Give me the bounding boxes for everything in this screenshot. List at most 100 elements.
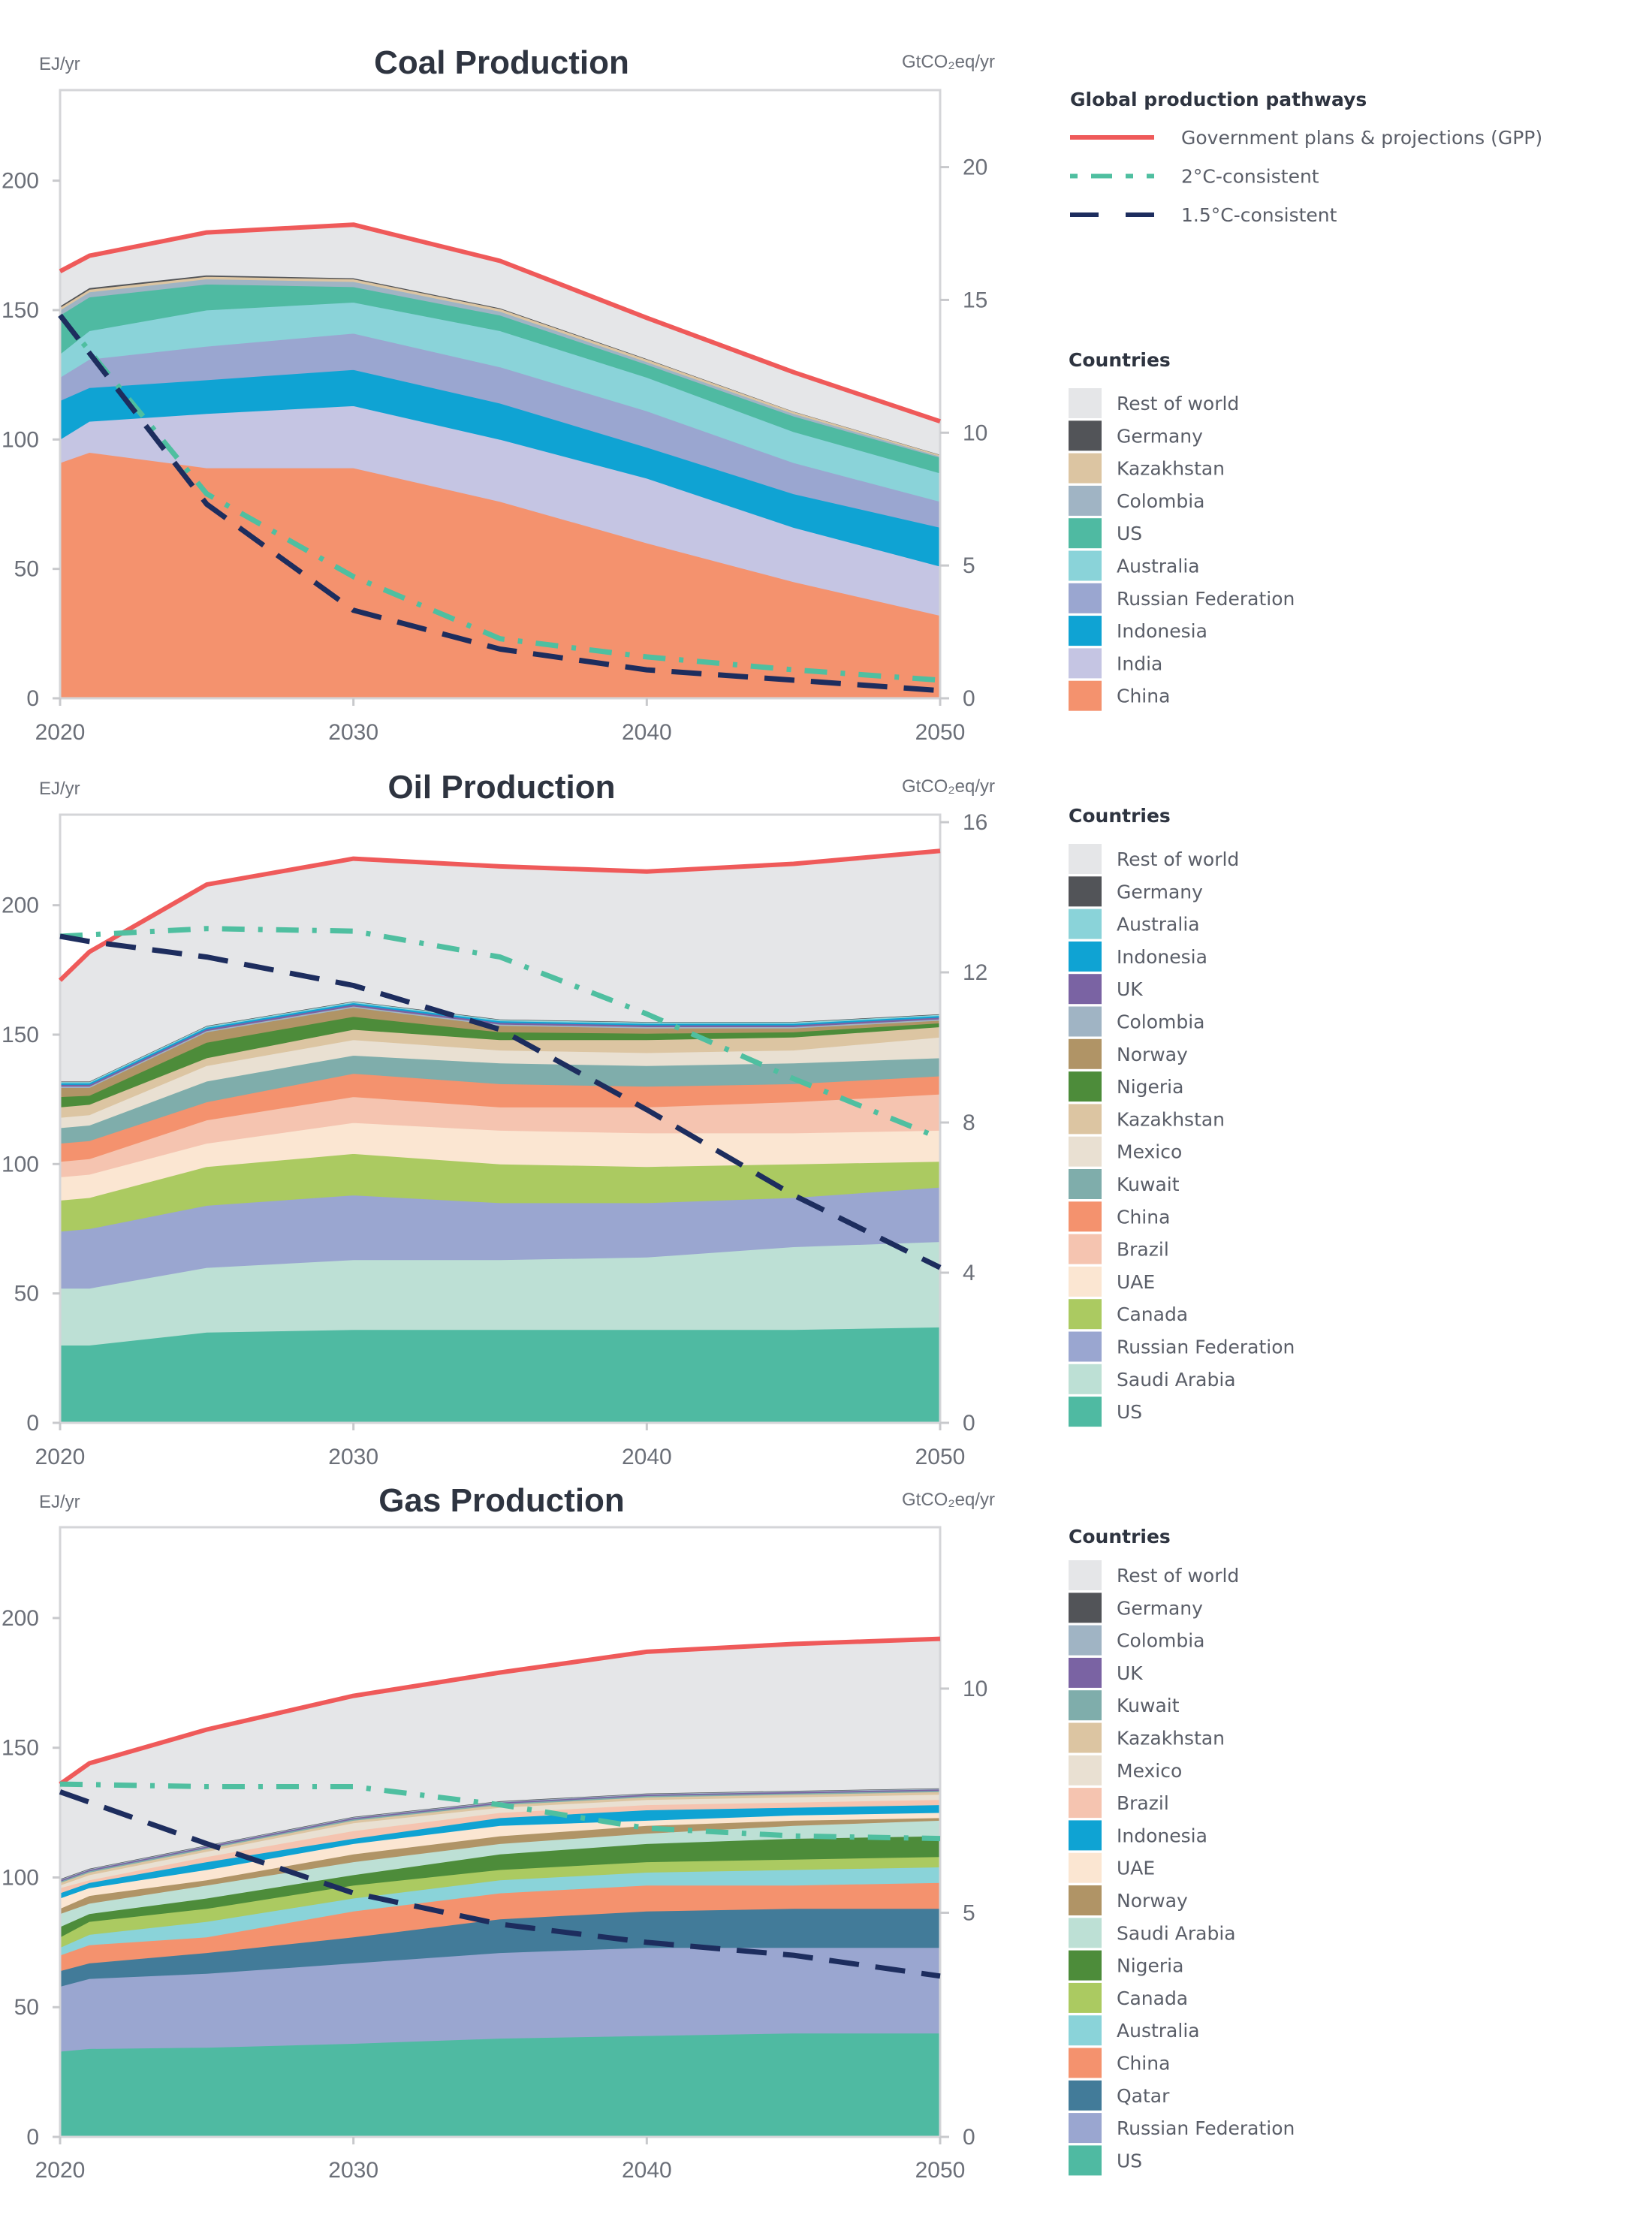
legend-swatch bbox=[1069, 1201, 1102, 1232]
y-right-tick-label: 0 bbox=[963, 686, 975, 711]
y-axis-label-left: EJ/yr bbox=[39, 1492, 80, 1512]
legend-label: Colombia bbox=[1117, 1011, 1204, 1033]
legend-swatch bbox=[1069, 485, 1102, 516]
legend-swatch bbox=[1069, 1136, 1102, 1167]
y-tick-label: 50 bbox=[14, 1282, 39, 1306]
legend-item-government-plans-projections-gpp: Government plans & projections (GPP) bbox=[1070, 127, 1542, 149]
legend-item-russian-federation: Russian Federation bbox=[1069, 583, 1295, 613]
legend-label: Australia bbox=[1117, 556, 1200, 577]
legend-label: Brazil bbox=[1117, 1792, 1169, 1814]
chart-title: Oil Production bbox=[387, 769, 615, 806]
legend-label: Government plans & projections (GPP) bbox=[1181, 127, 1542, 149]
legend-label: Brazil bbox=[1117, 1239, 1169, 1261]
legend-label: Colombia bbox=[1117, 490, 1204, 512]
legend-title: Countries bbox=[1069, 349, 1171, 371]
legend-swatch bbox=[1069, 1560, 1102, 1590]
legend-item-indonesia: Indonesia bbox=[1069, 1820, 1207, 1851]
legend-item-australia: Australia bbox=[1069, 909, 1200, 939]
y-tick-label: 0 bbox=[26, 2125, 39, 2150]
legend-label: Nigeria bbox=[1117, 1076, 1183, 1098]
legend-swatch bbox=[1069, 453, 1102, 484]
coal-production-countries-legend: Countries Rest of world Germany Kazakhstan C… bbox=[1069, 349, 1295, 711]
legend-swatch bbox=[1069, 1657, 1102, 1688]
legend-item-kazakhstan: Kazakhstan bbox=[1069, 1104, 1225, 1135]
y-right-tick-label: 16 bbox=[963, 810, 987, 835]
x-tick-label: 2040 bbox=[622, 2158, 672, 2183]
y-right-tick-label: 20 bbox=[963, 155, 987, 180]
legend-item-rest-of-world: Rest of world bbox=[1069, 1560, 1239, 1590]
legend-item-saudi-arabia: Saudi Arabia bbox=[1069, 1918, 1236, 1948]
y-tick-label: 50 bbox=[14, 1995, 39, 2020]
y-axis-label-right: GtCO₂eq/yr bbox=[902, 776, 995, 797]
legend-item-norway: Norway bbox=[1069, 1885, 1188, 1915]
legend-item-china: China bbox=[1069, 680, 1170, 711]
y-axis-label-left: EJ/yr bbox=[39, 779, 80, 799]
legend-swatch bbox=[1069, 1234, 1102, 1264]
legend-label: US bbox=[1117, 1401, 1142, 1423]
legend-swatch bbox=[1069, 1169, 1102, 1199]
x-tick-label: 2030 bbox=[328, 720, 378, 745]
legend-swatch bbox=[1069, 1950, 1102, 1981]
line-1-5-c-consistent bbox=[58, 313, 941, 694]
legend-item-russian-federation: Russian Federation bbox=[1069, 2113, 1295, 2144]
legend-item-germany: Germany bbox=[1069, 1593, 1203, 1623]
legend-item-mexico: Mexico bbox=[1069, 1136, 1182, 1167]
line-2-c-consistent bbox=[59, 926, 942, 1141]
line-government-plans-projections-gpp bbox=[59, 222, 941, 424]
legend-swatch bbox=[1069, 1331, 1102, 1362]
legend-swatch bbox=[1069, 1722, 1102, 1753]
legend-item-uae: UAE bbox=[1069, 1266, 1155, 1297]
legend-swatch bbox=[1069, 2048, 1102, 2078]
legend-item-kuwait: Kuwait bbox=[1069, 1690, 1180, 1721]
legend-item-uk: UK bbox=[1069, 974, 1143, 1005]
legend-item-2-c-consistent: 2°C-consistent bbox=[1070, 166, 1319, 188]
legend-label: Germany bbox=[1117, 1597, 1203, 1619]
legend-label: Russian Federation bbox=[1117, 1337, 1295, 1358]
y-right-tick-label: 5 bbox=[963, 1900, 975, 1925]
legend-swatch bbox=[1069, 420, 1102, 451]
x-tick-label: 2050 bbox=[915, 2158, 966, 2183]
y-right-tick-label: 10 bbox=[963, 420, 987, 445]
legend-label: Nigeria bbox=[1117, 1955, 1183, 1977]
legend-label: Qatar bbox=[1117, 2085, 1170, 2107]
legend-swatch bbox=[1069, 1625, 1102, 1656]
legend-item-rest-of-world: Rest of world bbox=[1069, 844, 1239, 874]
y-tick-label: 0 bbox=[26, 1411, 39, 1436]
line-1-5-c-consistent bbox=[59, 933, 942, 1270]
legend-item-china: China bbox=[1069, 1201, 1170, 1232]
y-axis-label-left: EJ/yr bbox=[39, 54, 80, 74]
legend-label: US bbox=[1117, 2150, 1142, 2171]
legend-swatch bbox=[1069, 1006, 1102, 1037]
gas-production-countries-legend: Countries Rest of world Germany Colombia UK K… bbox=[1069, 1526, 1295, 2176]
x-tick-label: 2020 bbox=[35, 1445, 86, 1469]
legend-label: India bbox=[1117, 652, 1162, 674]
legend-label: Germany bbox=[1117, 881, 1203, 903]
legend-label: China bbox=[1117, 1206, 1170, 1228]
legend-swatch bbox=[1069, 1852, 1102, 1883]
legend-swatch bbox=[1069, 1397, 1102, 1427]
legend-swatch bbox=[1069, 941, 1102, 972]
legend-item-qatar: Qatar bbox=[1069, 2080, 1170, 2111]
pathways-legend: Global production pathways Government pla… bbox=[1070, 89, 1542, 226]
legend-label: Mexico bbox=[1117, 1141, 1182, 1163]
legend-item-india: India bbox=[1069, 648, 1162, 679]
x-tick-label: 2040 bbox=[622, 1445, 672, 1469]
legend-item-canada: Canada bbox=[1069, 1982, 1188, 2013]
gas-production-chart: Gas Production EJ/yr GtCO₂eq/yr 2020 2030 204… bbox=[2, 1482, 995, 2183]
legend-swatch bbox=[1069, 550, 1102, 581]
legend-label: Canada bbox=[1117, 1987, 1188, 2009]
legend-item-indonesia: Indonesia bbox=[1069, 616, 1207, 646]
legend-swatch bbox=[1069, 844, 1102, 874]
legend-swatch bbox=[1069, 909, 1102, 939]
legend-item-colombia: Colombia bbox=[1069, 1006, 1204, 1037]
legend-label: 1.5°C-consistent bbox=[1181, 204, 1337, 226]
legend-label: Saudi Arabia bbox=[1117, 1369, 1236, 1391]
legend-label: Australia bbox=[1117, 914, 1200, 936]
y-tick-label: 200 bbox=[2, 894, 39, 918]
y-right-tick-label: 5 bbox=[963, 553, 975, 578]
legend-item-russian-federation: Russian Federation bbox=[1069, 1331, 1295, 1362]
x-tick-label: 2020 bbox=[35, 2158, 86, 2183]
legend-swatch bbox=[1069, 388, 1102, 418]
legend-swatch bbox=[1069, 2145, 1102, 2176]
legend-label: Kazakhstan bbox=[1117, 1728, 1225, 1749]
